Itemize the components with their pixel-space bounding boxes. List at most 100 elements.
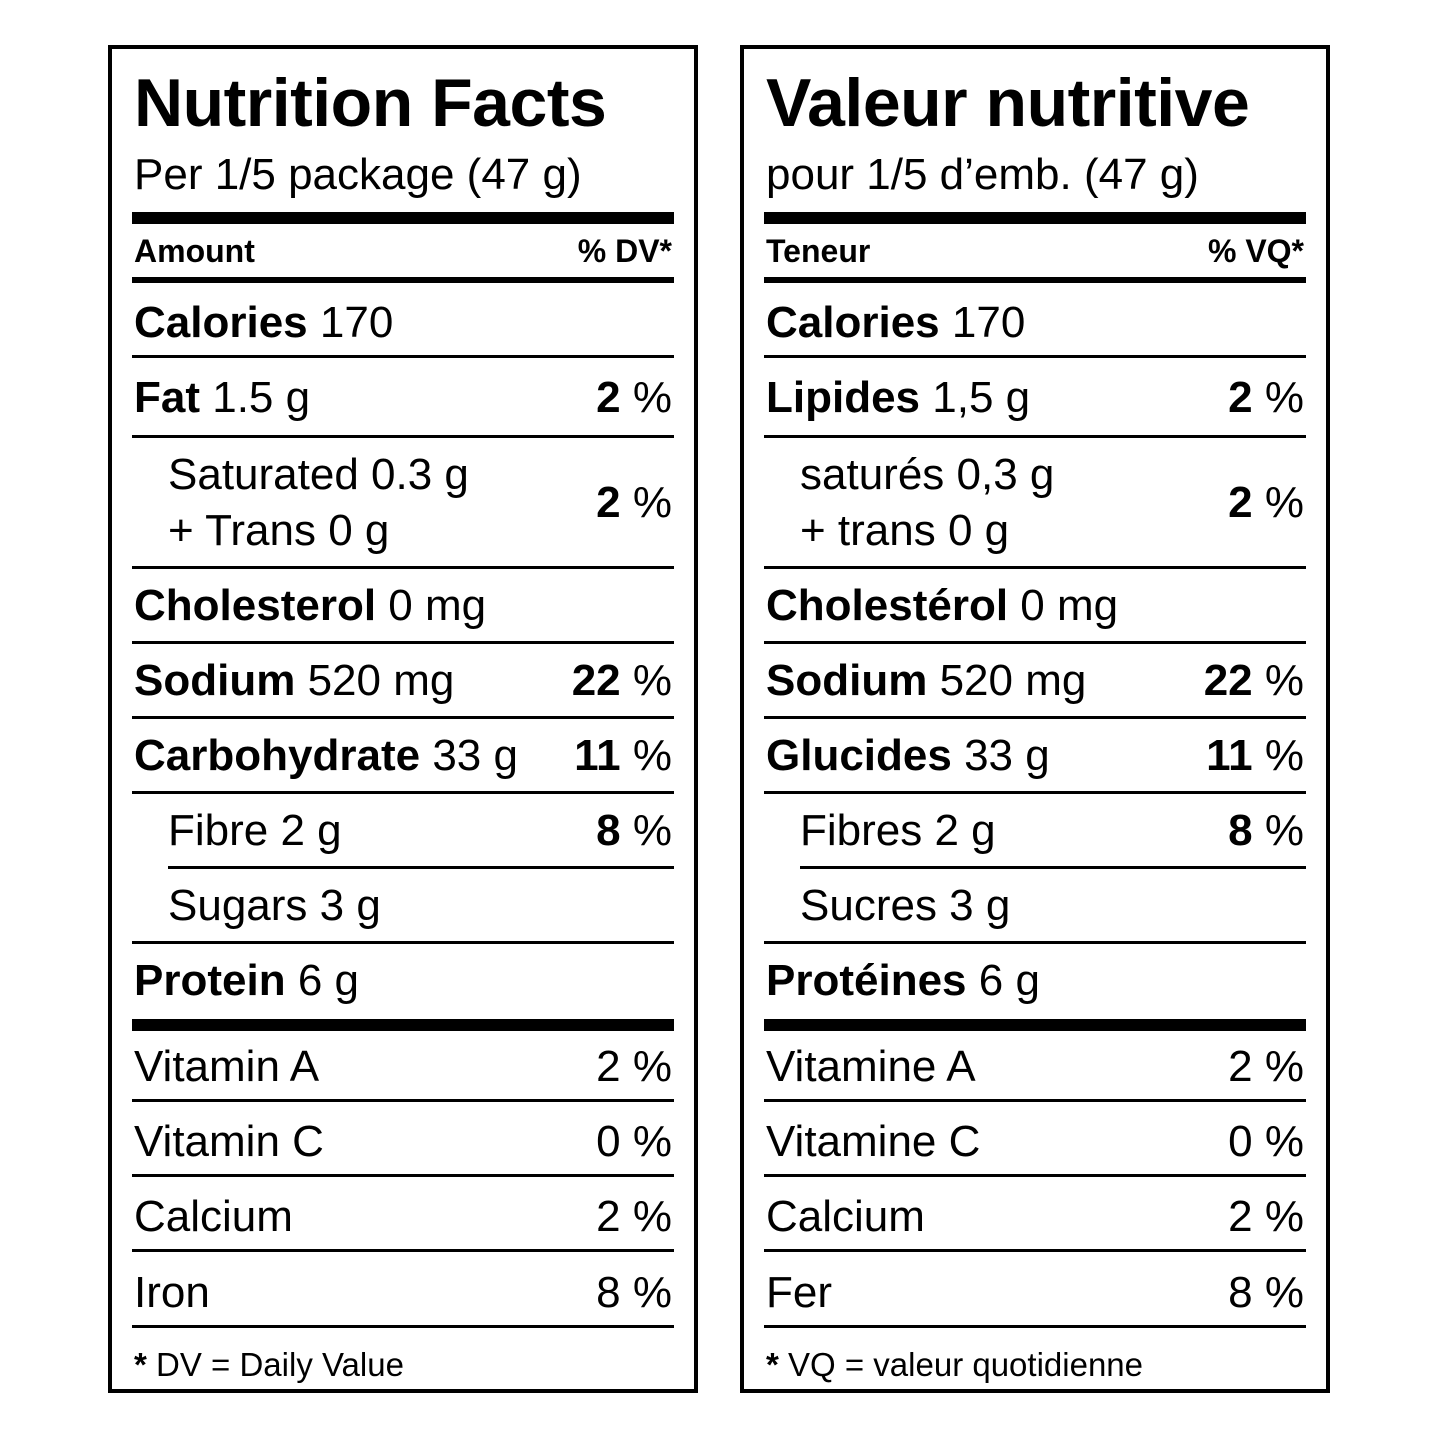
divider [132,1325,674,1328]
divider [132,941,674,944]
divider [132,435,674,438]
saturated-line: Saturated 0.3 g [168,450,469,499]
nutrient-name: Glucides [766,731,952,780]
divider-thick [764,1019,1306,1031]
nutrient-name: Lipides [766,373,921,422]
divider [800,866,1306,869]
daily-value-number: 8 [596,806,621,855]
header-amount: Teneur [766,233,871,269]
divider [132,1249,674,1252]
nutrient-name: Sucres 3 g [800,881,1011,930]
percent-sign: % [1264,373,1304,422]
nutrient-amount: 33 g [432,731,518,780]
nutrient-name: Carbohydrate [134,731,421,780]
daily-value-number: 2 [1228,373,1253,422]
nutrient-name: Protein [134,956,286,1005]
daily-value: 2 % [1228,1192,1304,1241]
header-amount: Amount [134,233,255,269]
nutrient-name: Fer [766,1268,832,1317]
trans-line: + trans 0 g [800,506,1010,555]
daily-value: 0 % [596,1117,672,1166]
column-header: Amount % DV* [132,231,674,271]
nutrient-name: Vitamine C [766,1117,981,1166]
divider [168,866,674,869]
nutrient-name: Protéines [766,956,967,1005]
footnote: * DV = Daily Value [134,1345,404,1385]
nutrient-name: Sodium [766,656,928,705]
nutrient-amount: 0 mg [388,581,487,630]
nutrient-amount: 520 mg [939,656,1087,705]
serving-size: Per 1/5 package (47 g) [134,150,582,199]
saturated-line: saturés 0,3 g [800,450,1055,499]
panel-title: Nutrition Facts [134,65,607,141]
nutrient-name: Sodium [134,656,296,705]
daily-value: 2 % [596,1042,672,1091]
daily-value: 8 % [1228,1268,1304,1317]
divider [764,1174,1306,1177]
daily-value: 0 % [1228,1117,1304,1166]
nutrient-name: Fat [134,373,200,422]
divider [764,791,1306,794]
divider [764,566,1306,569]
divider-thick [132,1019,674,1031]
divider [764,941,1306,944]
divider [764,641,1306,644]
panel-title: Valeur nutritive [766,65,1250,141]
nutrition-facts-panel-english: Nutrition Facts Per 1/5 package (47 g) A… [108,45,698,1393]
column-header: Teneur % VQ* [764,231,1306,271]
nutrient-amount: 6 g [297,956,359,1005]
nutrient-amount: 6 g [978,956,1040,1005]
divider [764,435,1306,438]
divider-thick [764,212,1306,224]
nutrient-amount: 33 g [964,731,1050,780]
percent-sign: % [632,373,672,422]
divider [132,1174,674,1177]
divider [764,1099,1306,1102]
nutrient-name: Calories [766,298,940,347]
nutrient-name: Calcium [766,1192,925,1241]
daily-value-number: 22 [571,656,621,705]
footnote-text: VQ = valeur quotidienne [788,1346,1144,1383]
divider [764,716,1306,719]
divider-thick [132,212,674,224]
nutrient-amount: 1.5 g [212,373,311,422]
nutrient-amount: 0 mg [1020,581,1119,630]
divider [132,641,674,644]
nutrient-name: Sugars 3 g [168,881,381,930]
divider [132,566,674,569]
nutrient-name: Cholesterol [134,581,377,630]
divider [132,355,674,358]
divider [132,1099,674,1102]
daily-value-number: 11 [574,731,621,780]
footnote-asterisk: * [134,1346,147,1383]
nutrient-name: Calcium [134,1192,293,1241]
daily-value-number: 11 [1206,731,1253,780]
footnote-text: DV = Daily Value [156,1346,404,1383]
divider [132,791,674,794]
trans-line: + Trans 0 g [168,506,390,555]
daily-value-number: 2 [596,373,621,422]
footnote-asterisk: * [766,1346,779,1383]
percent-sign: % [632,656,672,705]
divider [764,1325,1306,1328]
nutrient-amount: 520 mg [307,656,455,705]
divider [132,716,674,719]
nutrient-name: Vitamine A [766,1042,976,1091]
percent-sign: % [1264,656,1304,705]
percent-sign: % [1264,731,1304,780]
percent-sign: % [632,806,672,855]
daily-value-number: 2 [596,478,621,527]
nutrition-facts-panel-french: Valeur nutritive pour 1/5 d’emb. (47 g) … [740,45,1330,1393]
serving-size: pour 1/5 d’emb. (47 g) [766,150,1199,199]
nutrient-amount: 170 [951,298,1026,347]
footnote: * VQ = valeur quotidienne [766,1345,1143,1385]
divider [764,355,1306,358]
daily-value-number: 22 [1203,656,1253,705]
percent-sign: % [632,731,672,780]
nutrient-name: Fibres 2 g [800,806,996,855]
nutrient-amount: 1,5 g [932,373,1031,422]
daily-value-number: 2 [1228,478,1253,527]
divider-medium [132,277,674,283]
nutrient-name: Fibre 2 g [168,806,342,855]
percent-sign: % [1264,478,1304,527]
